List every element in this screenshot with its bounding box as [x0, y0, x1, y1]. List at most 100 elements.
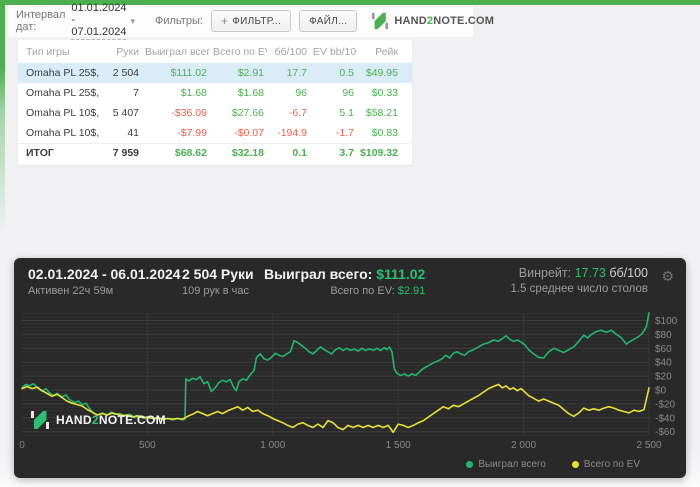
cell-game-type: Omaha PL 25$, HU: [26, 87, 100, 99]
watermark-logo-icon: [31, 411, 49, 429]
session-winrate-group: Винрейт: 17.73 бб/100 1.5 среднее число …: [511, 266, 649, 295]
cell-hands: 2 504: [112, 67, 139, 79]
chart-watermark: HAND2NOTE.COM: [30, 410, 166, 430]
session-winrate: Винрейт: 17.73 бб/100: [518, 266, 648, 280]
col-hands: Руки: [116, 45, 139, 58]
cell-bb100: 0.1: [267, 142, 310, 163]
legend-label: Всего по EV: [583, 459, 640, 470]
stats-table-body: Omaha PL 25$, 6max 2 504 $111.02 $2.91 17.7 0…: [18, 63, 412, 163]
legend-label: Выиграл всего: [478, 459, 546, 470]
cell-total-by-ev: $2.91: [237, 67, 264, 79]
interval-label: Интервал дат:: [16, 9, 66, 33]
cell-bb100: 96: [295, 87, 307, 99]
session-winnings-group: Выиграл всего: $111.02 Всего по EV: $2.9…: [264, 266, 425, 297]
cell-ev-bb100: 0.5: [339, 67, 354, 79]
session-hands: 2 504 Руки: [182, 266, 254, 282]
session-hands-per-hour: 109 рук в час: [182, 285, 250, 297]
session-won-total: Выиграл всего: $111.02: [264, 266, 426, 282]
legend-dot: [571, 461, 579, 468]
cell-won-total: $111.02: [170, 67, 207, 79]
session-ev-total: Всего по EV: $2.91: [330, 285, 426, 297]
svg-text:2 000: 2 000: [511, 440, 536, 451]
session-dates-group: 02.01.2024 - 06.01.2024 Активен 22ч 59м: [28, 266, 181, 297]
cell-ev-bb100: 3.7: [310, 142, 357, 163]
cell-total-by-ev: $1.68: [237, 87, 264, 99]
session-hands-group: 2 504 Руки 109 рук в час: [182, 266, 254, 297]
session-date-range: 02.01.2024 - 06.01.2024: [28, 266, 181, 282]
cell-bb100: -194.9: [277, 126, 307, 139]
cell-ev-bb100: 96: [342, 87, 354, 99]
cell-rake: $109.32: [357, 142, 412, 163]
cell-game-type: Omaha PL 10$, 6max: [26, 107, 100, 119]
cell-won-total: $68.62: [142, 142, 210, 163]
date-range-selector[interactable]: 01.01.2024 - 07.01.2024: [71, 2, 127, 40]
cell-game-type: ИТОГ: [18, 142, 100, 163]
watermark-text: HAND2NOTE.COM: [56, 413, 166, 427]
left-accent-bar: [0, 5, 5, 245]
hand2note-logo-icon: [372, 12, 389, 30]
svg-text:2 500: 2 500: [636, 440, 661, 451]
col-bb100: бб/100: [274, 45, 307, 58]
cell-won-total: -$7.99: [177, 126, 207, 139]
stats-table-panel: Тип игры Руки Выиграл всего Всего по EV …: [18, 40, 412, 165]
table-header-row: Тип игры Руки Выиграл всего Всего по EV …: [18, 40, 412, 63]
cell-bb100: 17.7: [286, 67, 307, 79]
svg-text:-$60: -$60: [655, 427, 675, 438]
plus-icon: +: [220, 14, 229, 28]
filter-button-label: ФИЛЬТР...: [232, 15, 282, 27]
cell-rake: $0.33: [371, 87, 398, 99]
toolbar: Интервал дат: 01.01.2024 - 07.01.2024 ▾ …: [8, 2, 494, 40]
svg-text:$20: $20: [655, 372, 672, 383]
legend-dot: [466, 461, 474, 468]
chevron-down-icon[interactable]: ▾: [130, 15, 135, 26]
table-row[interactable]: Omaha PL 10$, 6max 5 407 -$36.09 $27.66 -6.7…: [18, 103, 412, 123]
cell-won-total: -$36.09: [171, 107, 207, 119]
legend-item-won[interactable]: Выиграл всего: [466, 459, 546, 470]
chart-header: 02.01.2024 - 06.01.2024 Активен 22ч 59м …: [14, 258, 686, 306]
filters-label: Фильтры:: [154, 15, 203, 27]
winnings-chart-svg[interactable]: 0 500 1 000 1 500 2 000 2 500 $100 $80 $60 $40 $20…: [14, 258, 686, 478]
session-chart-panel: 02.01.2024 - 06.01.2024 Активен 22ч 59м …: [14, 258, 686, 478]
svg-text:0: 0: [19, 440, 25, 451]
cell-ev-bb100: 5.1: [339, 107, 354, 119]
svg-text:1 500: 1 500: [386, 440, 411, 451]
won-total-value: $111.02: [376, 266, 426, 282]
cell-game-type: Omaha PL 10$, HU: [26, 126, 100, 139]
filter-button[interactable]: + ФИЛЬТР...: [210, 10, 292, 32]
gear-icon[interactable]: ⚙: [661, 268, 674, 284]
session-avg-tables: 1.5 среднее число столов: [510, 283, 649, 295]
cell-hands: 7 959: [100, 142, 142, 163]
file-button[interactable]: ФАЙЛ...: [299, 10, 358, 32]
col-won-total: Выиграл всего: [145, 45, 210, 58]
cell-bb100: -6.7: [288, 107, 307, 119]
top-accent-bar: [0, 0, 700, 5]
cell-total-by-ev: $32.18: [210, 142, 267, 163]
cell-rake: $0.83: [371, 126, 398, 139]
svg-text:-$20: -$20: [655, 399, 675, 410]
cell-total-by-ev: $27.66: [231, 107, 264, 119]
svg-text:$0: $0: [655, 386, 667, 397]
session-active-time: Активен 22ч 59м: [28, 285, 114, 297]
svg-text:$80: $80: [655, 330, 672, 341]
svg-text:-$40: -$40: [655, 413, 675, 424]
table-row[interactable]: ИТОГ 7 959 $68.62 $32.18 0.1 3.7 $109.32: [18, 142, 412, 163]
cell-ev-bb100: -1.7: [335, 126, 354, 139]
svg-text:1 000: 1 000: [260, 440, 285, 451]
col-total-by-ev: Всего по EV: [213, 45, 267, 58]
file-button-label: ФАЙЛ...: [309, 15, 348, 27]
legend-item-ev[interactable]: Всего по EV: [571, 459, 640, 470]
table-row[interactable]: Omaha PL 10$, HU 41 -$7.99 -$0.07 -194.9 -1.7…: [18, 123, 412, 143]
ev-total-value: $2.91: [397, 285, 426, 297]
date-range-value: 01.01.2024 - 07.01.2024: [71, 2, 127, 38]
stats-table: Тип игры Руки Выиграл всего Всего по EV …: [18, 40, 412, 163]
cell-won-total: $1.68: [180, 87, 207, 99]
cell-rake: $58.21: [365, 107, 398, 119]
table-row[interactable]: Omaha PL 25$, HU 7 $1.68 $1.68 96 96 $0.33: [18, 83, 412, 103]
cell-rake: $49.95: [365, 67, 398, 79]
svg-text:$40: $40: [655, 358, 672, 369]
svg-text:500: 500: [139, 440, 156, 451]
col-game-type: Тип игры: [26, 45, 70, 58]
hand2note-logo[interactable]: HAND2NOTE.COM: [371, 12, 494, 30]
cell-hands: 5 407: [112, 107, 139, 119]
table-row[interactable]: Omaha PL 25$, 6max 2 504 $111.02 $2.91 17.7 0…: [18, 63, 412, 83]
